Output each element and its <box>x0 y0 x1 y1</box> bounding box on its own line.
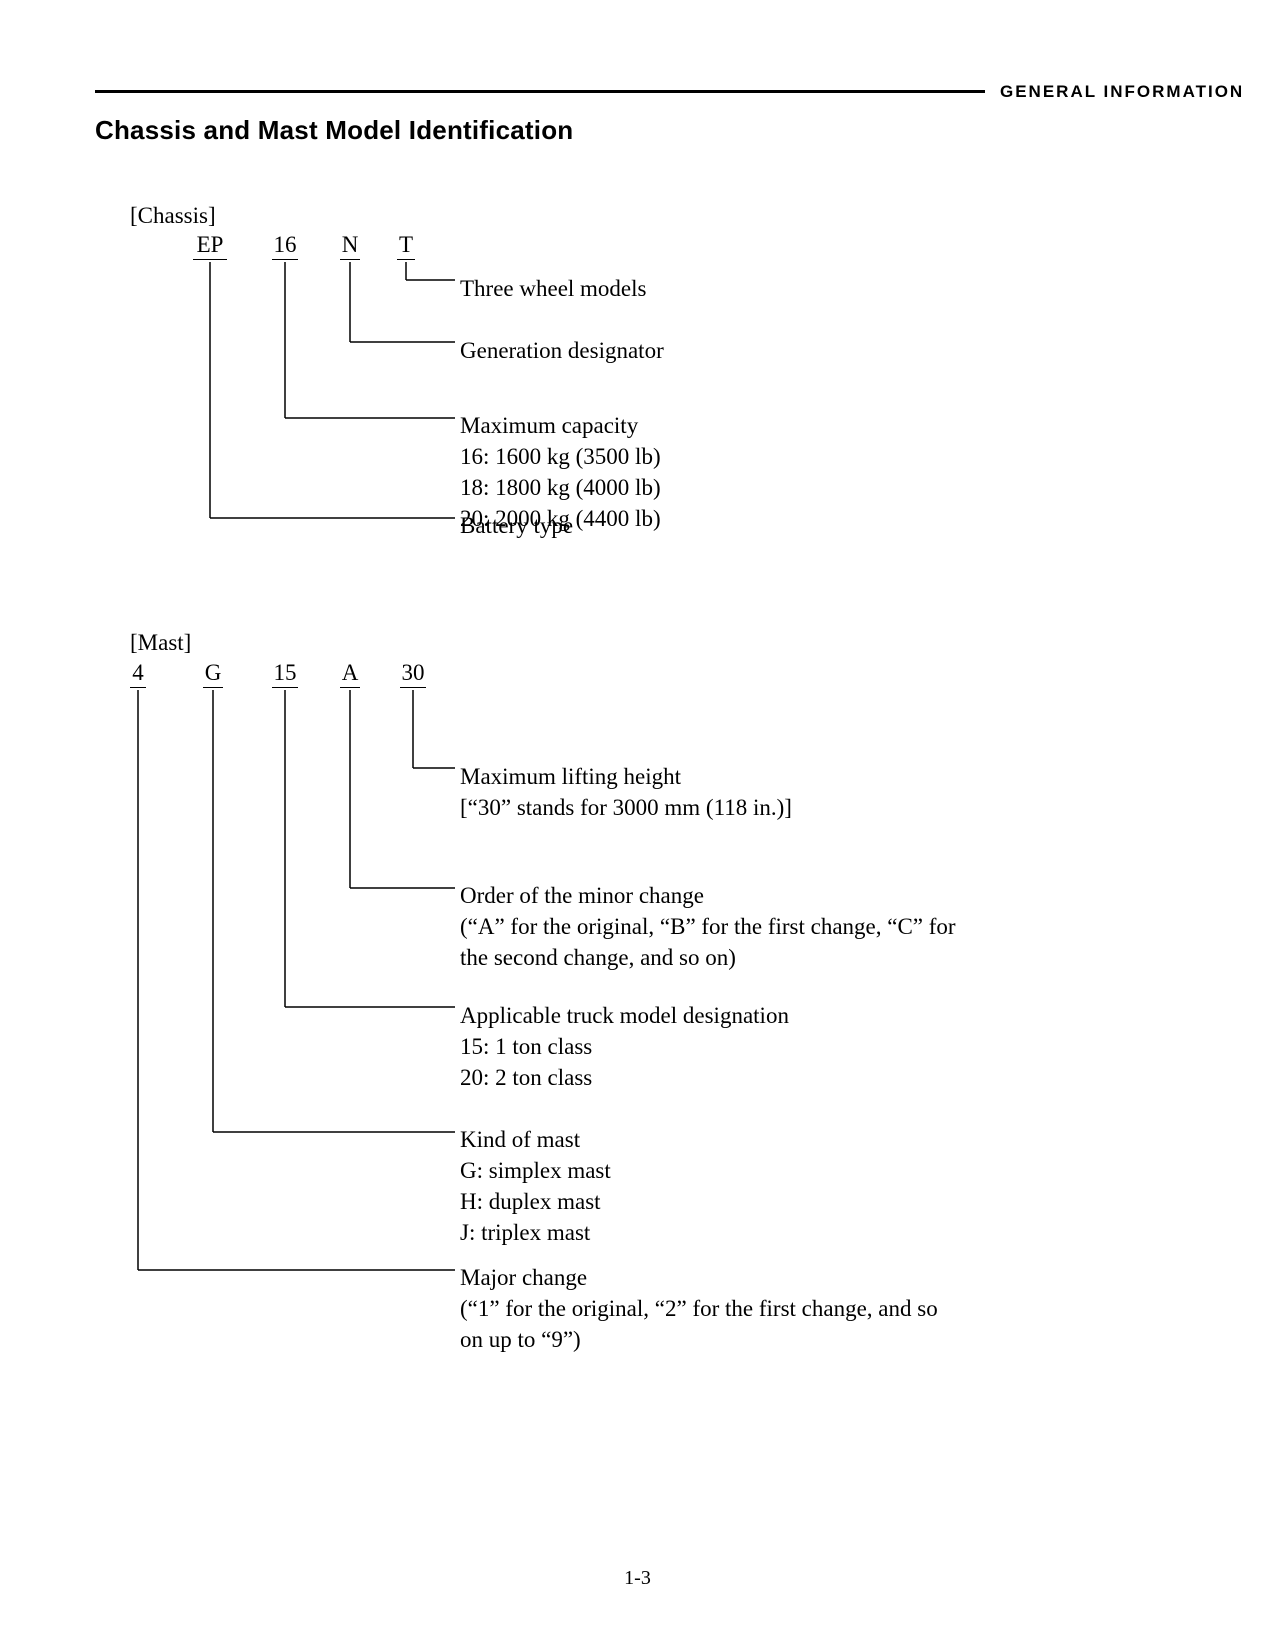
mast-desc-1-line-1: (“A” for the original, “B” for the first… <box>460 911 956 942</box>
header-section-label: GENERAL INFORMATION <box>1000 82 1244 102</box>
chassis-desc-1-line-0: Generation designator <box>460 335 664 366</box>
mast-desc-2: Applicable truck model designation15: 1 … <box>460 1000 789 1093</box>
chassis-desc-1: Generation designator <box>460 335 664 366</box>
chassis-desc-2-line-0: Maximum capacity <box>460 410 661 441</box>
chassis-desc-2-line-1: 16: 1600 kg (3500 lb) <box>460 441 661 472</box>
mast-desc-4-line-2: on up to “9”) <box>460 1324 938 1355</box>
chassis-desc-0-line-0: Three wheel models <box>460 273 646 304</box>
mast-desc-0: Maximum lifting height[“30” stands for 3… <box>460 761 792 823</box>
mast-desc-1-line-2: the second change, and so on) <box>460 942 956 973</box>
mast-desc-0-line-1: [“30” stands for 3000 mm (118 in.)] <box>460 792 792 823</box>
chassis-desc-3-line-0: Battery type <box>460 510 573 541</box>
chassis-code-0: EP <box>193 232 227 260</box>
chassis-code-2: N <box>340 232 360 260</box>
mast-code-0: 4 <box>130 660 146 688</box>
mast-code-1: G <box>203 660 223 688</box>
mast-desc-4-line-0: Major change <box>460 1262 938 1293</box>
mast-desc-4-line-1: (“1” for the original, “2” for the first… <box>460 1293 938 1324</box>
chassis-desc-0: Three wheel models <box>460 273 646 304</box>
mast-code-4: 30 <box>400 660 426 688</box>
chassis-desc-2-line-2: 18: 1800 kg (4000 lb) <box>460 472 661 503</box>
mast-desc-3-line-3: J: triplex mast <box>460 1217 611 1248</box>
mast-desc-3-line-0: Kind of mast <box>460 1124 611 1155</box>
chassis-desc-3: Battery type <box>460 510 573 541</box>
mast-label: [Mast] <box>130 630 191 656</box>
mast-desc-3-line-2: H: duplex mast <box>460 1186 611 1217</box>
mast-desc-4: Major change(“1” for the original, “2” f… <box>460 1262 938 1355</box>
mast-desc-2-line-1: 15: 1 ton class <box>460 1031 789 1062</box>
page-title: Chassis and Mast Model Identification <box>95 115 573 146</box>
chassis-code-1: 16 <box>272 232 298 260</box>
mast-desc-1: Order of the minor change(“A” for the or… <box>460 880 956 973</box>
mast-desc-0-line-0: Maximum lifting height <box>460 761 792 792</box>
mast-desc-2-line-2: 20: 2 ton class <box>460 1062 789 1093</box>
mast-desc-2-line-0: Applicable truck model designation <box>460 1000 789 1031</box>
mast-code-2: 15 <box>272 660 298 688</box>
mast-desc-3: Kind of mastG: simplex mastH: duplex mas… <box>460 1124 611 1248</box>
diagram-lines <box>0 0 1275 1650</box>
mast-code-3: A <box>340 660 360 688</box>
mast-desc-1-line-0: Order of the minor change <box>460 880 956 911</box>
header-rule <box>95 90 985 93</box>
mast-desc-3-line-1: G: simplex mast <box>460 1155 611 1186</box>
page: GENERAL INFORMATION Chassis and Mast Mod… <box>0 0 1275 1650</box>
page-number: 1-3 <box>0 1567 1275 1590</box>
chassis-label: [Chassis] <box>130 203 216 229</box>
chassis-code-3: T <box>397 232 415 260</box>
